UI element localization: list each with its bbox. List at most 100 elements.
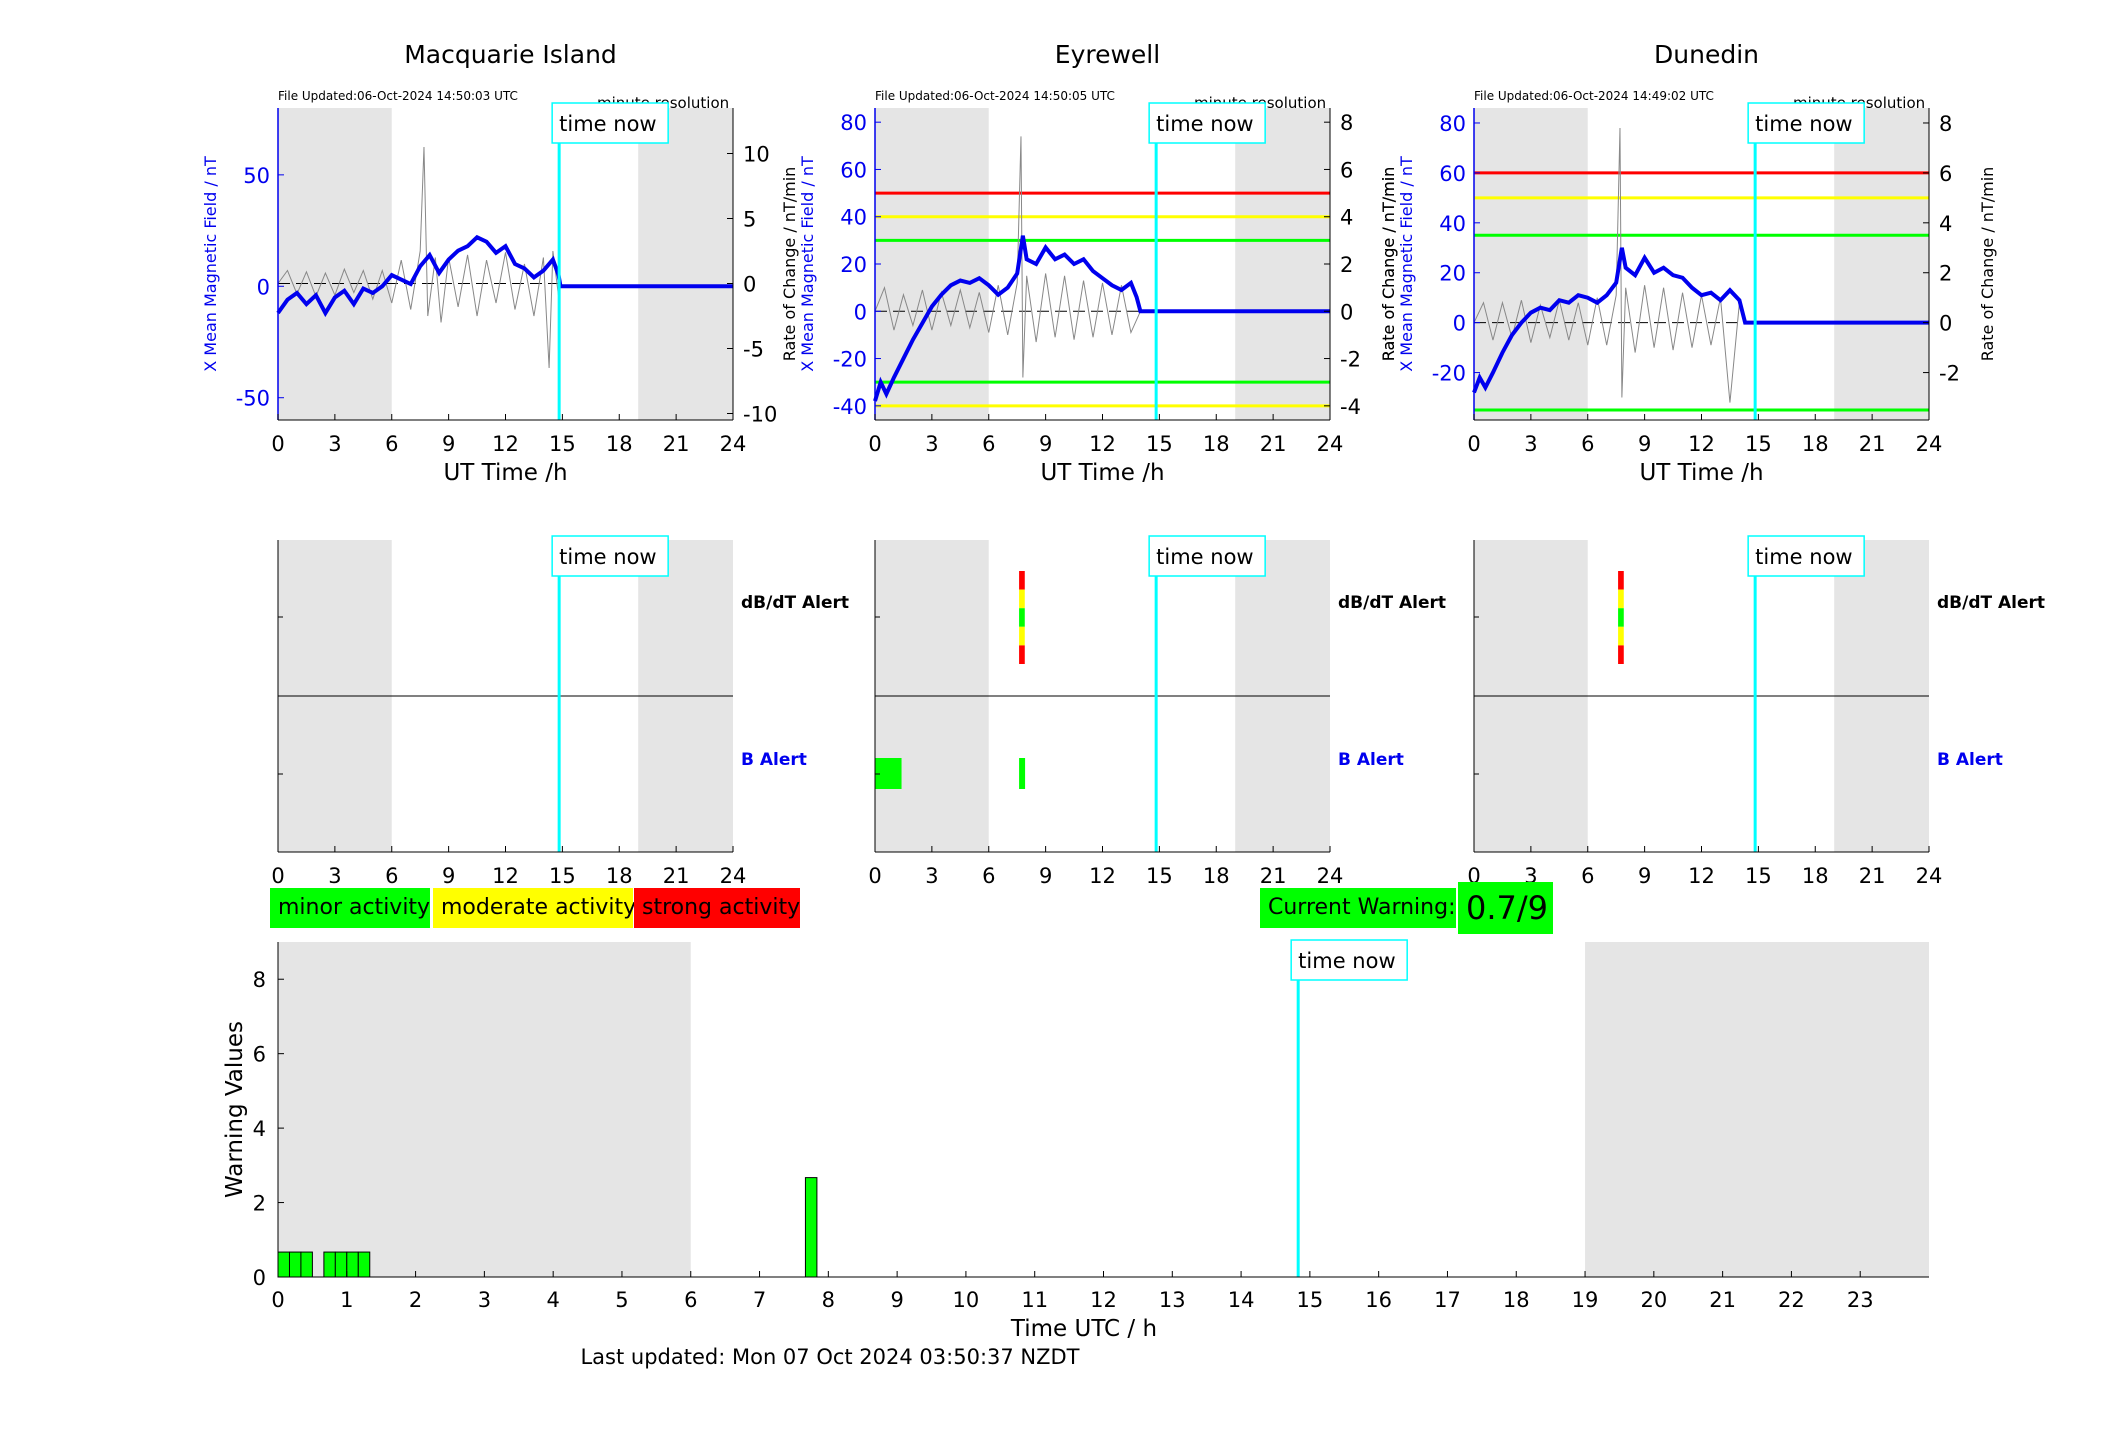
right-tick-label: -4 xyxy=(1340,395,1361,419)
time-now-alert-box xyxy=(551,535,669,577)
station-title: Macquarie Island xyxy=(404,40,617,69)
rate-of-change-trace xyxy=(277,146,561,369)
warning-x-tick-label: 4 xyxy=(546,1288,559,1312)
left-axis-label: X Mean Magnetic Field / nT xyxy=(201,156,220,372)
x-tick-label: 18 xyxy=(1802,432,1829,456)
x-tick-label: 6 xyxy=(982,432,995,456)
time-now-alert-box xyxy=(1747,535,1865,577)
left-axis-label: X Mean Magnetic Field / nT xyxy=(1397,156,1416,372)
left-tick-label: -20 xyxy=(833,348,867,372)
alert-x-tick-label: 9 xyxy=(1638,864,1651,888)
warning-x-tick-label: 18 xyxy=(1503,1288,1530,1312)
time-now-top-label: time now xyxy=(1156,112,1253,136)
alert-x-tick-label: 0 xyxy=(868,864,881,888)
time-now-top-label: time now xyxy=(1755,112,1852,136)
b-alert-label: B Alert xyxy=(741,750,807,770)
warning-y-tick-label: 0 xyxy=(253,1266,266,1290)
warning-x-tick-label: 21 xyxy=(1709,1288,1736,1312)
left-tick-label: 50 xyxy=(243,164,270,188)
warning-y-axis-label: Warning Values xyxy=(222,1021,248,1198)
station-title: Dunedin xyxy=(1654,40,1759,69)
warning-night-shading xyxy=(1585,942,1929,1277)
alert-x-tick-label: 9 xyxy=(442,864,455,888)
warning-y-tick-label: 4 xyxy=(253,1117,266,1141)
x-tick-label: 6 xyxy=(1581,432,1594,456)
left-tick-label: 80 xyxy=(840,111,867,135)
warning-bar xyxy=(346,1251,359,1278)
x-tick-label: 18 xyxy=(1203,432,1230,456)
b-alert-bar xyxy=(1019,758,1026,789)
x-tick-label: 12 xyxy=(492,432,519,456)
warning-x-tick-label: 10 xyxy=(953,1288,980,1312)
right-tick-label: 5 xyxy=(743,208,756,232)
alert-x-tick-label: 3 xyxy=(925,864,938,888)
x-tick-label: 21 xyxy=(1260,432,1287,456)
right-axis-label: Rate of Change / nT/min xyxy=(1379,167,1398,362)
warning-x-tick-label: 8 xyxy=(822,1288,835,1312)
alert-x-tick-label: 6 xyxy=(385,864,398,888)
last-updated-footer: Last updated: Mon 07 Oct 2024 03:50:37 N… xyxy=(580,1345,1080,1369)
magnetic-field-trace xyxy=(1472,247,1929,394)
alert-x-tick-label: 18 xyxy=(1203,864,1230,888)
alert-x-tick-label: 12 xyxy=(492,864,519,888)
right-tick-label: 10 xyxy=(743,143,770,167)
x-axis-label: UT Time /h xyxy=(1040,460,1164,486)
x-tick-label: 15 xyxy=(1146,432,1173,456)
right-tick-label: 2 xyxy=(1939,262,1952,286)
alert-x-tick-label: 24 xyxy=(1317,864,1344,888)
warning-x-tick-label: 14 xyxy=(1228,1288,1255,1312)
warning-night-shading xyxy=(278,942,691,1277)
warning-x-tick-label: 19 xyxy=(1572,1288,1599,1312)
warning-y-tick-label: 2 xyxy=(253,1192,266,1216)
warning-x-tick-label: 1 xyxy=(340,1288,353,1312)
alert-x-tick-label: 21 xyxy=(1859,864,1886,888)
x-tick-label: 9 xyxy=(1039,432,1052,456)
b-alert-label: B Alert xyxy=(1937,750,2003,770)
warning-bar xyxy=(804,1177,818,1278)
file-updated-text: File Updated:06-Oct-2024 14:50:05 UTC xyxy=(875,89,1115,103)
right-tick-label: -10 xyxy=(743,403,777,427)
alert-x-tick-label: 6 xyxy=(982,864,995,888)
warning-x-tick-label: 6 xyxy=(684,1288,697,1312)
left-tick-label: 80 xyxy=(1439,112,1466,136)
x-axis-label: UT Time /h xyxy=(443,460,567,486)
x-tick-label: 12 xyxy=(1688,432,1715,456)
right-tick-label: -5 xyxy=(743,338,764,362)
dbdt-alert-bar xyxy=(1019,626,1025,646)
dbdt-alert-bar xyxy=(1019,645,1025,664)
x-tick-label: 12 xyxy=(1089,432,1116,456)
right-axis-label-inner: Rate of Change / nT/min xyxy=(780,167,799,362)
night-shading xyxy=(1834,108,1929,420)
alert-x-tick-label: 24 xyxy=(1916,864,1943,888)
x-tick-label: 3 xyxy=(328,432,341,456)
warning-y-tick-label: 8 xyxy=(253,968,266,992)
time-now-alert-label: time now xyxy=(1156,545,1253,569)
right-tick-label: 4 xyxy=(1340,206,1353,230)
right-tick-label: 2 xyxy=(1340,253,1353,277)
warning-bar xyxy=(334,1251,348,1278)
left-tick-label: 40 xyxy=(1439,212,1466,236)
x-tick-label: 3 xyxy=(1524,432,1537,456)
station-title: Eyrewell xyxy=(1055,40,1160,69)
right-axis-label-inner: Rate of Change / nT/min xyxy=(1379,167,1398,362)
warning-x-tick-label: 2 xyxy=(409,1288,422,1312)
dbdt-alert-bar xyxy=(1019,608,1025,627)
right-tick-label: 8 xyxy=(1939,112,1952,136)
warning-x-tick-label: 13 xyxy=(1159,1288,1186,1312)
warning-x-tick-label: 0 xyxy=(271,1288,284,1312)
rate-of-change-trace xyxy=(874,136,1141,378)
right-tick-label: 0 xyxy=(1939,312,1952,336)
current-warning-value: 0.7/9 xyxy=(1458,882,1553,934)
right-tick-label: 6 xyxy=(1340,158,1353,182)
x-tick-label: 6 xyxy=(385,432,398,456)
dbdt-alert-label: dB/dT Alert xyxy=(1338,593,1446,613)
left-tick-label: 20 xyxy=(1439,262,1466,286)
night-shading xyxy=(278,108,392,420)
current-warning-label: Current Warning: xyxy=(1260,888,1456,928)
x-tick-label: 0 xyxy=(868,432,881,456)
warning-x-tick-label: 9 xyxy=(890,1288,903,1312)
dbdt-alert-bar xyxy=(1618,608,1624,627)
time-now-warning-box xyxy=(1290,939,1408,981)
time-now-top-box xyxy=(551,102,669,144)
right-tick-label: 6 xyxy=(1939,162,1952,186)
